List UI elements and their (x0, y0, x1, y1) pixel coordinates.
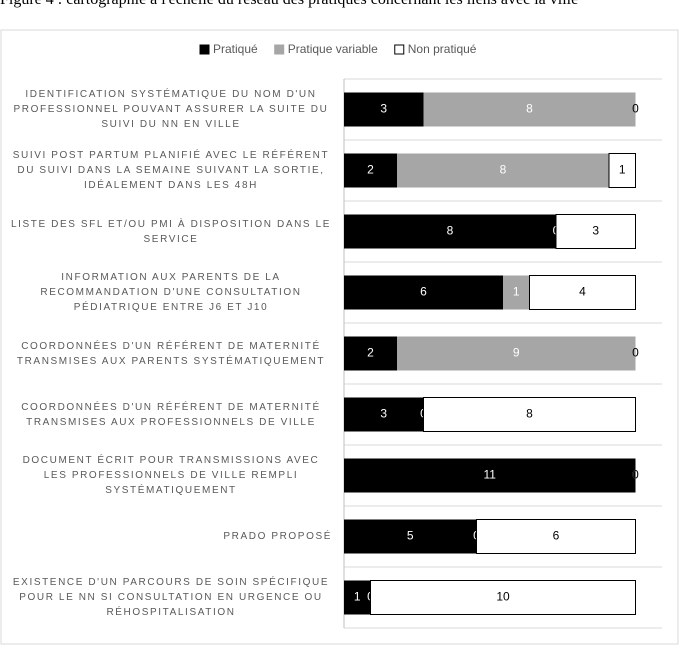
category-text: IDENTIFICATION SYSTÉMATIQUE DU NOM D'UN … (13, 89, 329, 130)
value-label: 6 (553, 529, 560, 543)
value-label: 4 (579, 285, 586, 299)
value-label: 8 (526, 102, 533, 116)
bar-segment (344, 275, 503, 310)
bar-segment (344, 336, 397, 371)
bar-segment (555, 214, 636, 249)
category-text: DOCUMENT ÉCRIT POUR TRANSMISSIONS AVEC L… (22, 455, 320, 496)
category-text: EXISTENCE D'UN PARCOURS DE SOIN SPÉCIFIQ… (12, 577, 330, 618)
value-label: 0 (632, 468, 639, 482)
bar-segment (344, 397, 424, 432)
category-text: SUIVI POST PARTUM PLANIFIÉ AVEC LE RÉFÉR… (12, 150, 330, 191)
value-label: 8 (526, 407, 533, 421)
category-label: COORDONNÉES D'UN RÉFÉRENT DE MATERNITÉ T… (8, 323, 332, 384)
category-text: COORDONNÉES D'UN RÉFÉRENT DE MATERNITÉ T… (21, 401, 321, 428)
bar-segment (344, 214, 556, 249)
value-label: 0 (632, 346, 639, 360)
legend-label: Pratiqué (213, 42, 258, 56)
bar-segment (344, 92, 424, 127)
category-label: PRADO PROPOSÉ (8, 506, 332, 567)
bar-segment (423, 397, 636, 432)
category-text: PRADO PROPOSÉ (223, 531, 332, 542)
value-label: 1 (513, 285, 520, 299)
bar-segment (397, 153, 609, 188)
bar-segment (397, 336, 636, 371)
category-text: LISTE DES SFL ET/OU PMI À DISPOSITION DA… (10, 218, 332, 245)
value-label: 2 (367, 163, 374, 177)
legend-swatch (199, 44, 210, 55)
bar-segment (423, 92, 636, 127)
value-label: 5 (407, 529, 414, 543)
chart-title: Figure 4 : cartographie à l'échelle du r… (0, 0, 679, 9)
value-label: 8 (447, 224, 454, 238)
value-label: 0 (632, 468, 639, 482)
value-label: 10 (496, 590, 510, 604)
category-label: LISTE DES SFL ET/OU PMI À DISPOSITION DA… (8, 201, 332, 262)
value-label: 3 (380, 102, 387, 116)
bar-segment (344, 519, 477, 554)
category-label: IDENTIFICATION SYSTÉMATIQUE DU NOM D'UN … (8, 79, 332, 140)
bar-segment (476, 519, 636, 554)
legend-label: Non pratiqué (408, 42, 477, 56)
value-label: 9 (513, 346, 520, 360)
bar-segment (344, 153, 397, 188)
value-label: 11 (484, 468, 497, 482)
legend-label: Pratique variable (288, 42, 378, 56)
value-label: 6 (420, 285, 427, 299)
chart-frame (0, 29, 679, 645)
category-label: COORDONNÉES D'UN RÉFÉRENT DE MATERNITÉ T… (8, 384, 332, 445)
category-text: INFORMATION AUX PARENTS DE LA RECOMMANDA… (40, 272, 302, 313)
bar-segment (608, 153, 636, 188)
legend-swatch (274, 44, 285, 55)
category-label: INFORMATION AUX PARENTS DE LA RECOMMANDA… (8, 262, 332, 323)
bar-segment (344, 458, 636, 493)
bar-segment (344, 580, 371, 615)
value-label: 0 (632, 102, 639, 116)
value-label: 3 (380, 407, 387, 421)
value-label: 8 (500, 163, 507, 177)
value-label: 2 (367, 346, 374, 360)
category-text: COORDONNÉES D'UN RÉFÉRENT DE MATERNITÉ T… (16, 340, 326, 367)
bar-segment (370, 580, 636, 615)
value-label: 1 (354, 590, 361, 604)
category-label: EXISTENCE D'UN PARCOURS DE SOIN SPÉCIFIQ… (8, 567, 332, 628)
bar-segment (503, 275, 530, 310)
category-label: DOCUMENT ÉCRIT POUR TRANSMISSIONS AVEC L… (8, 445, 332, 506)
category-label: SUIVI POST PARTUM PLANIFIÉ AVEC LE RÉFÉR… (8, 140, 332, 201)
value-label: 3 (592, 224, 599, 238)
legend-swatch (394, 44, 405, 55)
value-label: 1 (619, 163, 626, 177)
bar-segment (529, 275, 636, 310)
